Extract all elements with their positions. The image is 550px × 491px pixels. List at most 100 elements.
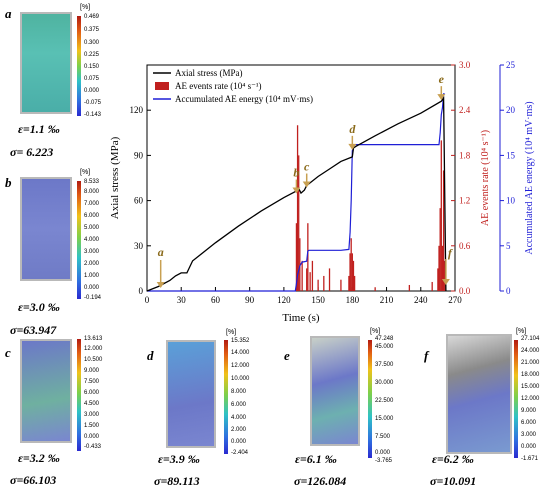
color-scale-tick: 24.000 (521, 348, 540, 354)
color-scale-tick: 21.000 (521, 360, 540, 366)
color-scale-tick: 2.000 (231, 427, 247, 433)
panel-letter: b (5, 175, 12, 190)
panel-a: a [%] 0.469 0.375 0.300 0.225 0.150 0.07… (0, 0, 102, 165)
color-scale-tick: 0.150 (84, 64, 100, 70)
y-left-tick-label: 90 (134, 150, 144, 160)
color-scale-tick: 13.613 (84, 336, 103, 342)
color-scale-tick: 5.000 (84, 225, 100, 231)
color-scale-bar (224, 340, 228, 454)
annotation-label: d (349, 122, 356, 136)
strain-label: ε=3.2 ‰ (18, 451, 60, 465)
strain-label: ε=3.0 ‰ (18, 300, 60, 314)
color-scale-tick: -0.194 (84, 295, 102, 301)
strain-label: ε=3.9 ‰ (158, 452, 200, 466)
legend-label: AE events rate (10⁴ s⁻¹) (175, 81, 262, 91)
x-tick-label: 150 (311, 295, 325, 305)
color-scale-tick: 10.000 (231, 376, 250, 382)
color-scale-tick: 9.000 (521, 408, 537, 414)
color-scale-tick: 3.000 (84, 249, 100, 255)
color-scale-tick: -1.671 (521, 456, 539, 462)
y-right2-tick-label: 5 (506, 241, 511, 251)
y-right2-tick-label: 20 (506, 105, 516, 115)
color-scale-tick: 45.000 (375, 344, 394, 350)
panel-e: e [%] 47.248 45.000 37.500 30.000 22.500… (280, 328, 410, 491)
stress-label: σ=10.091 (430, 474, 477, 488)
color-scale-tick: 8.000 (231, 389, 247, 395)
color-scale-unit: [%] (226, 329, 237, 336)
color-scale-tick: 22.500 (375, 398, 394, 404)
x-tick-label: 210 (380, 295, 394, 305)
x-tick-label: 120 (277, 295, 291, 305)
color-scale-bar (77, 339, 81, 451)
y-right1-tick-label: 1.8 (459, 150, 471, 160)
panel-f: f [%] 27.104 24.000 21.000 18.000 15.000… (410, 328, 550, 491)
x-tick-label: 270 (448, 295, 462, 305)
color-scale-tick: -3.765 (375, 458, 393, 464)
stress-label: σ=66.103 (10, 473, 57, 487)
color-scale-tick: 0.469 (84, 14, 100, 20)
color-scale-tick: 0.000 (231, 439, 247, 445)
x-tick-label: 90 (245, 295, 255, 305)
color-scale-tick: 0.225 (84, 52, 100, 58)
color-scale-unit: [%] (80, 169, 91, 176)
annotation-label: f (448, 246, 453, 260)
color-scale-tick: 8.533 (84, 179, 100, 185)
strain-label: ε=6.2 ‰ (432, 452, 474, 466)
x-tick-label: 240 (414, 295, 428, 305)
panel-d: d [%] 15.352 14.000 12.000 10.000 8.000 … (140, 329, 270, 491)
color-scale-tick: 0.075 (84, 76, 100, 82)
panel-letter: d (147, 348, 154, 363)
legend-label: Accumulated AE energy (10⁴ mV·ms) (175, 94, 313, 104)
axial-stress-line (146, 96, 447, 292)
color-scale-tick: 0.000 (375, 450, 391, 456)
y-right1-tick-label: 1.2 (459, 196, 470, 206)
color-scale-tick: 0.300 (84, 40, 100, 46)
color-scale-tick: -0.075 (84, 100, 102, 106)
color-scale-tick: -0.143 (84, 112, 102, 118)
panel-c: c 13.613 12.000 10.500 9.000 7.500 6.000… (0, 335, 110, 491)
color-scale-tick: 6.000 (84, 390, 100, 396)
color-scale-bar (77, 16, 81, 116)
panel-letter: c (5, 345, 11, 360)
stress-label: σ=89.113 (154, 474, 200, 488)
color-scale-tick: 3.000 (521, 432, 537, 438)
color-scale-tick: 1.500 (84, 423, 100, 429)
color-scale-unit: [%] (370, 328, 381, 335)
color-scale-tick: 27.104 (521, 336, 540, 342)
legend-swatch (155, 82, 169, 90)
color-scale-tick: -2.404 (231, 450, 249, 456)
y-right2-axis-label: Accumulated AE energy (10⁴ mV·ms) (524, 101, 535, 254)
annotation-arrowhead (348, 143, 357, 150)
stress-label: σ= 6.223 (10, 145, 54, 159)
color-scale-tick: 2.000 (84, 261, 100, 267)
color-scale-tick: 4.500 (84, 401, 100, 407)
panel-b: b [%] 8.533 8.000 7.000 6.000 5.000 4.00… (0, 165, 110, 337)
color-scale-tick: 9.000 (84, 368, 100, 374)
specimen-image (20, 339, 72, 443)
legend-label: Axial stress (MPa) (175, 68, 243, 78)
color-scale-tick: 7.500 (375, 434, 391, 440)
color-scale-tick: 12.000 (84, 346, 103, 352)
annotation-arrowhead (156, 281, 165, 288)
stress-label: σ=126.084 (294, 474, 347, 488)
color-scale-unit: [%] (80, 4, 91, 11)
color-scale-bar (514, 340, 518, 458)
color-scale-tick: 15.352 (231, 338, 250, 344)
y-left-axis-label: Axial stress (MPa) (109, 136, 121, 219)
annotation-arrowhead (302, 181, 311, 188)
specimen-image (20, 177, 72, 281)
y-right1-tick-label: 3.0 (459, 60, 471, 70)
color-scale-bar (368, 340, 372, 458)
color-scale-tick: 30.000 (375, 380, 394, 386)
strain-label: ε=1.1 ‰ (18, 122, 60, 136)
color-scale-tick: 0.000 (521, 444, 537, 450)
specimen-image (310, 336, 360, 446)
panel-letter: e (284, 348, 290, 363)
specimen-image (166, 340, 216, 448)
ae-energy-line (147, 93, 445, 292)
color-scale-tick: 18.000 (521, 372, 540, 378)
color-scale-tick: 4.000 (84, 237, 100, 243)
color-scale-unit: [%] (516, 328, 527, 335)
